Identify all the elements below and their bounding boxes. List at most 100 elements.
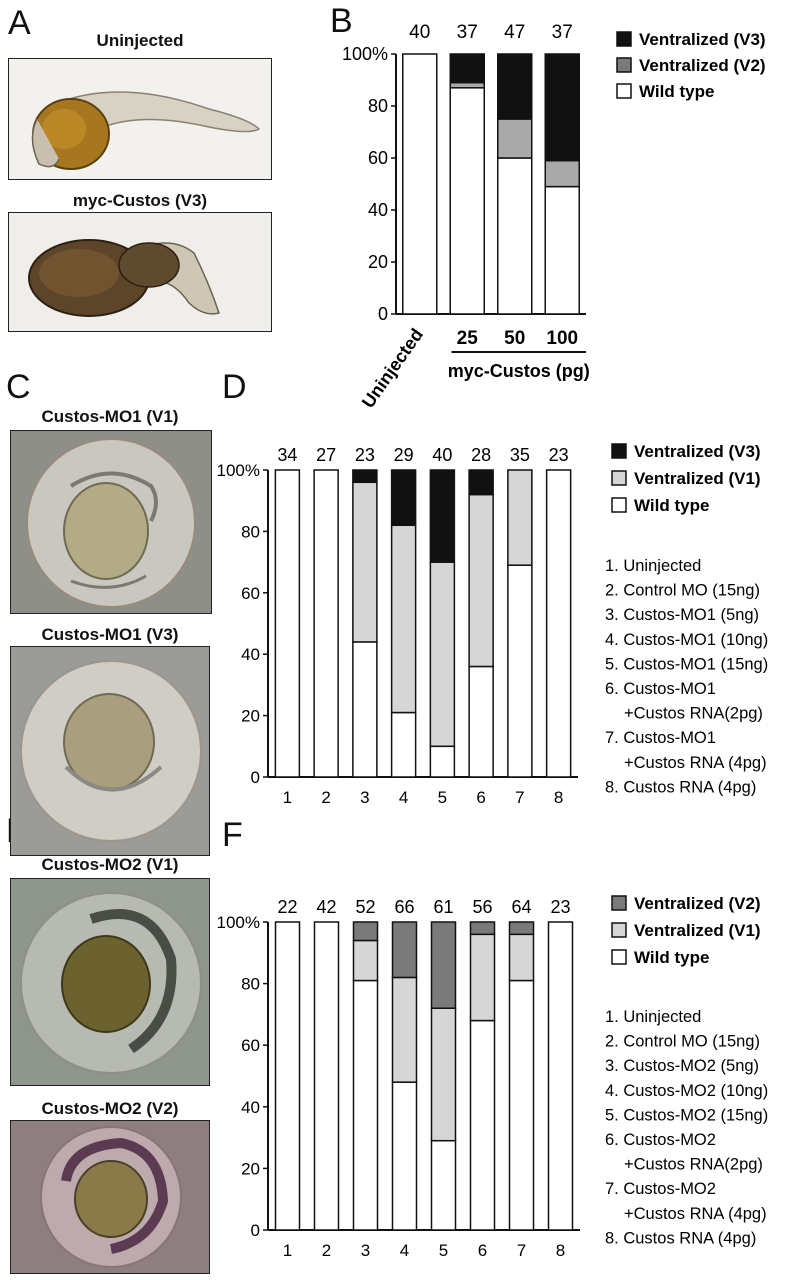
bar-segment — [429, 745, 456, 778]
key-item: +Custos RNA (4pg) — [624, 1205, 767, 1223]
embryo-photo-custos-mo1-v1 — [10, 430, 212, 614]
bar-segment — [402, 53, 438, 315]
key-item: 5. Custos-MO1 (15ng) — [605, 655, 768, 673]
legend-label: Ventralized (V1) — [634, 469, 761, 488]
bar-segment — [547, 921, 574, 1231]
y-tick-label: 20 — [241, 707, 260, 726]
key-item: 3. Custos-MO2 (5ng) — [605, 1057, 759, 1075]
bar-segment — [497, 118, 533, 159]
x-tick-label: 8 — [554, 788, 563, 807]
y-tick-label: 100% — [342, 44, 388, 64]
key-item: 6. Custos-MO2 — [605, 1131, 716, 1149]
n-label: 64 — [511, 897, 531, 917]
bar-segment — [508, 933, 535, 982]
panel-label-a: A — [8, 4, 31, 42]
legend-swatch — [611, 949, 627, 965]
image-title-myc-custos: myc-Custos (V3) — [72, 191, 208, 210]
x-tick-label: 6 — [478, 1241, 487, 1260]
bar-segment — [274, 921, 301, 1231]
bar-segment — [544, 53, 580, 162]
key-item: 7. Custos-MO2 — [605, 1180, 716, 1198]
y-tick-label: 100% — [217, 461, 260, 480]
y-tick-label: 60 — [241, 584, 260, 603]
legend-swatch — [616, 83, 632, 99]
n-label: 61 — [433, 897, 453, 917]
n-label: 29 — [394, 445, 414, 465]
bar-segment — [468, 469, 494, 496]
bar-segment — [430, 1139, 457, 1231]
key-item: +Custos RNA (4pg) — [624, 754, 767, 772]
embryo-photo-custos-mo1-v3 — [10, 646, 210, 856]
x-tick-label: 100 — [546, 328, 578, 349]
n-label: 40 — [409, 22, 430, 43]
chart-d: 0 20 40 60 80 100% 34 1 27 2 23 3 29 4 40 5 28 6 35 7 23 8 Ven… — [217, 442, 769, 807]
bar-segment — [352, 481, 378, 643]
x-tick-label: 4 — [400, 1241, 409, 1260]
bar-segment — [352, 641, 378, 778]
bar-segment — [352, 939, 379, 982]
bar-segment — [313, 921, 340, 1231]
key-item: 7. Custos-MO1 — [605, 729, 716, 747]
legend-swatch — [611, 922, 627, 938]
n-label: 56 — [472, 897, 492, 917]
x-tick-label: 7 — [515, 788, 524, 807]
y-tick-label: 0 — [378, 304, 388, 324]
key-item: 5. Custos-MO2 (15ng) — [605, 1106, 768, 1124]
bar-segment — [545, 469, 572, 778]
y-tick-label: 40 — [241, 645, 260, 664]
legend-label: Wild type — [634, 948, 709, 967]
x-tick-label: 3 — [360, 788, 369, 807]
bar-segment — [508, 979, 535, 1231]
key-item: 1. Uninjected — [605, 1008, 701, 1026]
x-tick-label: 4 — [399, 788, 408, 807]
bar-segment — [390, 469, 417, 527]
legend-label: Ventralized (V3) — [639, 30, 766, 49]
n-label: 22 — [277, 897, 297, 917]
bar-segment — [469, 921, 496, 936]
n-label: 47 — [504, 22, 525, 43]
bar-segment — [352, 469, 378, 484]
n-label: 66 — [394, 897, 414, 917]
n-label: 37 — [552, 22, 573, 43]
bar-segment — [507, 469, 533, 566]
x-tick-label: 1 — [283, 1241, 292, 1260]
image-title-custos-mo1-v1: Custos-MO1 (V1) — [41, 407, 179, 426]
legend-swatch — [611, 470, 627, 486]
key-item: +Custos RNA(2pg) — [624, 1156, 763, 1174]
y-tick-label: 80 — [368, 96, 388, 116]
embryo-photo-custos-mo2-v2 — [10, 1120, 210, 1274]
n-label: 23 — [550, 897, 570, 917]
y-tick-label: 80 — [241, 975, 260, 994]
bar-segment — [391, 921, 418, 979]
panel-label-b: B — [330, 2, 353, 40]
bar-segment — [390, 524, 417, 714]
panel-label-f: F — [222, 816, 243, 854]
bar-segment — [352, 979, 379, 1231]
bar-segment — [429, 469, 456, 563]
y-tick-label: 40 — [368, 200, 388, 220]
x-tick-label: 8 — [556, 1241, 565, 1260]
embryo-photo-custos-mo2-v1 — [10, 878, 210, 1086]
legend-label: Wild type — [634, 496, 709, 515]
x-tick-label: 1 — [283, 788, 292, 807]
key-item: 3. Custos-MO1 (5ng) — [605, 606, 759, 624]
y-tick-label: 0 — [251, 1221, 260, 1240]
x-tick-label: 50 — [504, 328, 525, 349]
y-tick-label: 100% — [217, 913, 260, 932]
legend-swatch — [616, 57, 632, 73]
n-label: 37 — [457, 22, 478, 43]
image-title-uninjected: Uninjected — [96, 31, 184, 50]
bar-segment — [449, 53, 485, 84]
key-item: +Custos RNA(2pg) — [624, 705, 763, 723]
bar-segment — [508, 921, 535, 936]
y-tick-label: 60 — [368, 148, 388, 168]
legend-swatch — [611, 443, 627, 459]
x-tick-label: 25 — [457, 328, 479, 349]
key-item: 1. Uninjected — [605, 557, 701, 575]
y-tick-label: 80 — [241, 522, 260, 541]
embryo-photo-myc-custos — [8, 212, 272, 332]
key-item: 2. Control MO (15ng) — [605, 1033, 760, 1051]
x-tick-label: 6 — [476, 788, 485, 807]
bar-segment — [468, 665, 494, 778]
